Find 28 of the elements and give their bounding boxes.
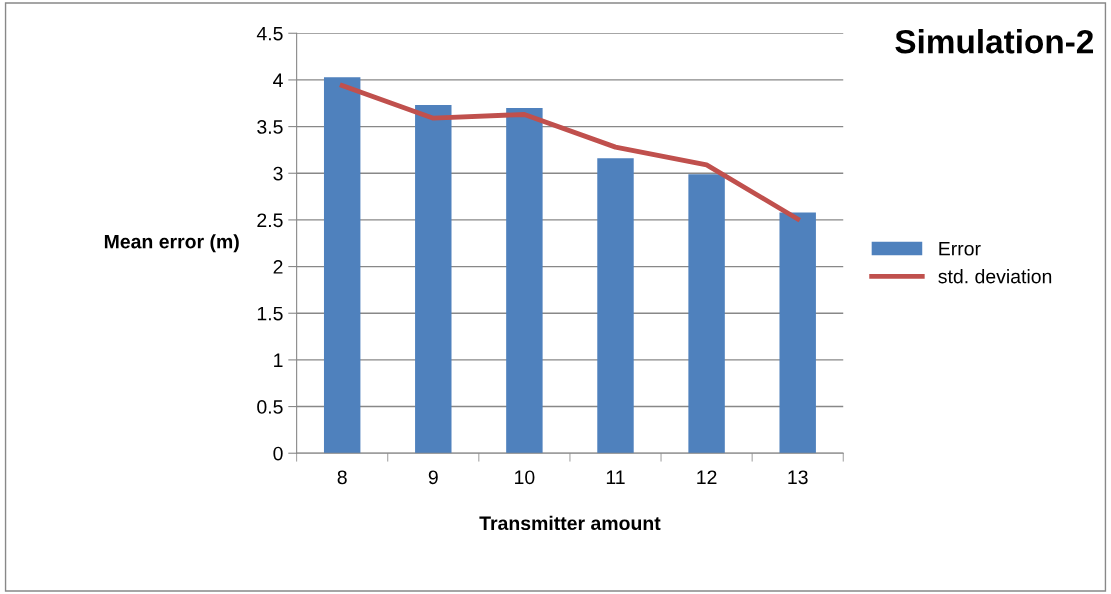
x-axis-title: Transmitter amount — [479, 515, 661, 531]
x-tick-label: 10 — [515, 470, 535, 485]
y-tick-label: 4 — [273, 73, 283, 87]
y-tick-label: 1.5 — [257, 306, 283, 321]
y-tick-label: 2 — [273, 260, 283, 274]
x-tick-label: 13 — [788, 470, 808, 485]
y-tick-label: 0.5 — [257, 400, 283, 414]
x-tick-label: 8 — [337, 470, 347, 485]
x-tick-label: 12 — [697, 470, 717, 484]
y-tick-label: 3 — [273, 166, 283, 181]
bar — [779, 212, 816, 454]
y-axis-title: Mean error (m) — [104, 234, 239, 253]
y-tick-label: 3.5 — [257, 120, 283, 134]
x-tick-label: 9 — [428, 470, 438, 485]
y-tick-label: 1 — [274, 353, 283, 367]
x-tick-label: 11 — [606, 470, 625, 484]
legend-label: std. deviation — [938, 269, 1052, 284]
legend-label: Error — [939, 241, 981, 256]
bar — [506, 107, 543, 454]
bar — [323, 77, 361, 454]
bar — [688, 174, 725, 454]
y-tick-label: 2.5 — [257, 213, 283, 228]
line-series — [339, 83, 801, 222]
bar — [415, 105, 452, 454]
y-tick-label: 0 — [273, 446, 283, 461]
text: Simulation-2 — [895, 29, 1094, 54]
y-tick-label: 4.5 — [256, 26, 283, 41]
bar — [597, 158, 634, 454]
